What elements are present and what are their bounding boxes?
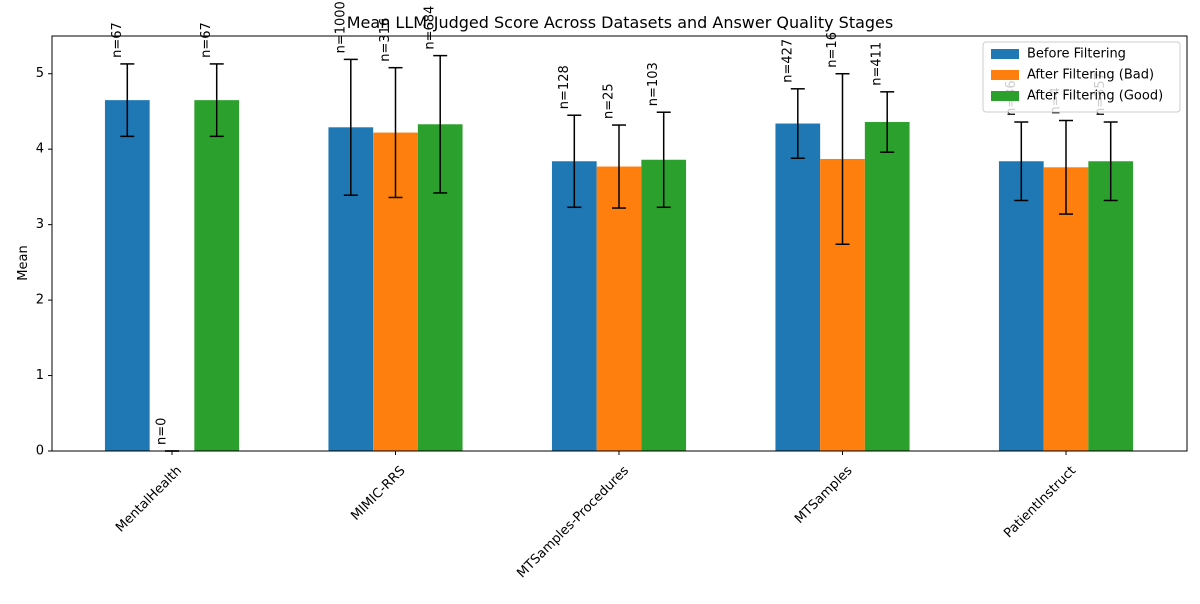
count-label: n=316 bbox=[378, 18, 393, 62]
bar bbox=[864, 122, 910, 452]
y-axis-label: Mean bbox=[16, 245, 31, 280]
y-tick-label: 2 bbox=[36, 293, 44, 308]
count-label: n=684 bbox=[423, 6, 438, 50]
legend: Before Filtering After Filtering (Bad) Aft… bbox=[982, 41, 1181, 113]
y-tick-label: 4 bbox=[36, 142, 44, 157]
bar bbox=[104, 100, 150, 451]
count-label: n=0 bbox=[155, 418, 170, 445]
y-tick-label: 0 bbox=[36, 444, 44, 459]
count-label: n=103 bbox=[646, 62, 661, 106]
y-tick-label: 3 bbox=[36, 217, 44, 232]
x-tick-label: MTSamples-Procedures bbox=[514, 463, 632, 581]
count-label: n=128 bbox=[557, 65, 572, 109]
x-tick-label: PatientInstruct bbox=[1001, 463, 1079, 541]
legend-swatch bbox=[991, 70, 1019, 80]
y-tick-label: 1 bbox=[36, 368, 44, 383]
bar bbox=[775, 123, 821, 451]
count-label: n=25 bbox=[602, 83, 617, 119]
x-axis: MentalHealth MIMIC-RRS MTSamples-Procedure… bbox=[113, 451, 1079, 581]
bar bbox=[641, 159, 687, 451]
bar bbox=[551, 161, 597, 451]
chart-title: Mean LLM-Judged Score Across Datasets an… bbox=[347, 13, 893, 32]
x-tick-label: MIMIC-RRS bbox=[348, 463, 408, 523]
legend-box bbox=[982, 41, 1181, 113]
legend-swatch bbox=[991, 49, 1019, 59]
legend-label: After Filtering (Good) bbox=[1027, 89, 1163, 104]
bar bbox=[998, 161, 1044, 451]
y-axis: 0 1 2 3 4 5 bbox=[36, 66, 52, 459]
legend-label: After Filtering (Bad) bbox=[1027, 68, 1154, 83]
legend-swatch bbox=[991, 91, 1019, 101]
x-tick-label: MentalHealth bbox=[113, 463, 185, 535]
count-label: n=67 bbox=[199, 22, 214, 58]
count-label: n=411 bbox=[870, 42, 885, 86]
bar bbox=[1088, 161, 1134, 451]
bar bbox=[596, 166, 642, 452]
count-label: n=1000 bbox=[333, 1, 348, 53]
count-label: n=67 bbox=[110, 22, 125, 58]
bar bbox=[194, 100, 240, 451]
count-label: n=427 bbox=[780, 39, 795, 83]
count-label: n=16 bbox=[825, 32, 840, 68]
legend-label: Before Filtering bbox=[1027, 47, 1126, 62]
y-tick-label: 5 bbox=[36, 66, 44, 81]
x-tick-label: MTSamples bbox=[792, 463, 856, 527]
